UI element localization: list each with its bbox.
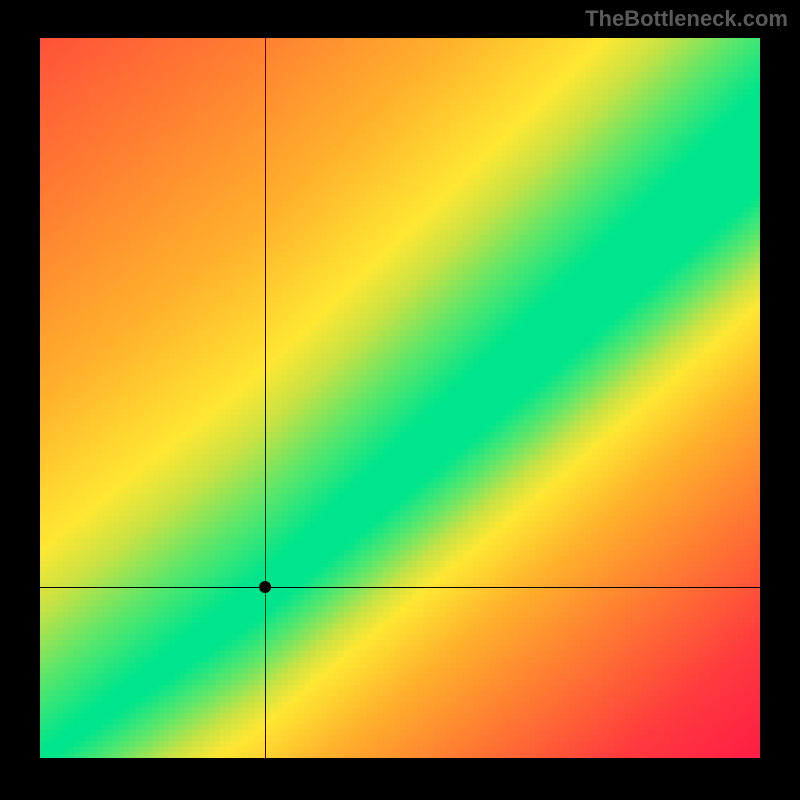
- watermark-text: TheBottleneck.com: [585, 6, 788, 32]
- plot-area: [40, 38, 760, 758]
- crosshair-horizontal: [40, 587, 760, 588]
- data-point-marker: [259, 581, 271, 593]
- crosshair-vertical: [265, 38, 266, 758]
- heatmap-canvas: [40, 38, 760, 758]
- chart-container: TheBottleneck.com: [0, 0, 800, 800]
